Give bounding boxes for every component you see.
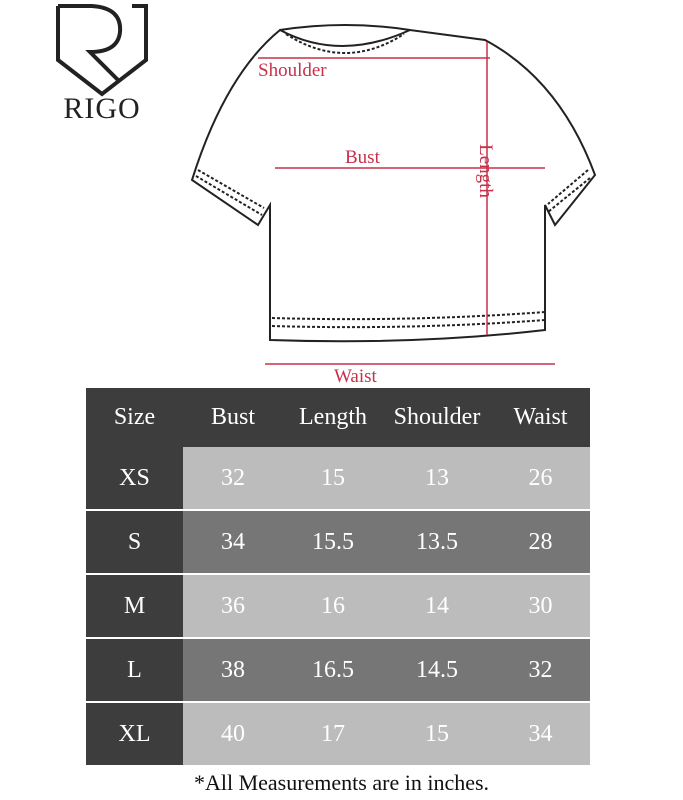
header-size: Size	[86, 388, 183, 447]
header-bust: Bust	[183, 388, 283, 447]
header-waist: Waist	[491, 388, 590, 447]
size-chart-table: Size Bust Length Shoulder Waist XS 32 15…	[86, 388, 590, 767]
length-label: Length	[474, 144, 496, 198]
table-row: M 36 16 14 30	[86, 575, 590, 637]
shoulder-cell: 13.5	[383, 511, 491, 573]
size-cell: XL	[86, 703, 183, 765]
tshirt-diagram	[190, 24, 597, 365]
waist-cell: 32	[491, 639, 590, 701]
waist-cell: 34	[491, 703, 590, 765]
header-length: Length	[283, 388, 383, 447]
length-cell: 16	[283, 575, 383, 637]
table-row: XL 40 17 15 34	[86, 703, 590, 765]
bust-cell: 34	[183, 511, 283, 573]
bust-label: Bust	[345, 147, 380, 168]
length-cell: 15.5	[283, 511, 383, 573]
bust-cell: 32	[183, 447, 283, 509]
size-cell: S	[86, 511, 183, 573]
table-row: XS 32 15 13 26	[86, 447, 590, 509]
measurement-note: *All Measurements are in inches.	[193, 770, 490, 795]
waist-cell: 26	[491, 447, 590, 509]
bust-cell: 40	[183, 703, 283, 765]
table-row: S 34 15.5 13.5 28	[86, 511, 590, 573]
length-cell: 17	[283, 703, 383, 765]
length-cell: 16.5	[283, 639, 383, 701]
shoulder-cell: 13	[383, 447, 491, 509]
shoulder-label: Shoulder	[258, 60, 327, 81]
waist-cell: 28	[491, 511, 590, 573]
waist-label: Waist	[334, 366, 377, 387]
size-cell: L	[86, 639, 183, 701]
table-row: L 38 16.5 14.5 32	[86, 639, 590, 701]
bust-cell: 38	[183, 639, 283, 701]
shoulder-cell: 14.5	[383, 639, 491, 701]
header-shoulder: Shoulder	[383, 388, 491, 447]
shoulder-cell: 14	[383, 575, 491, 637]
size-cell: M	[86, 575, 183, 637]
length-cell: 15	[283, 447, 383, 509]
bust-cell: 36	[183, 575, 283, 637]
shoulder-cell: 15	[383, 703, 491, 765]
brand-name: RIGO	[63, 92, 141, 125]
waist-cell: 30	[491, 575, 590, 637]
rigo-logo-icon	[56, 4, 148, 97]
size-cell: XS	[86, 447, 183, 509]
table-header-row: Size Bust Length Shoulder Waist	[86, 388, 590, 447]
